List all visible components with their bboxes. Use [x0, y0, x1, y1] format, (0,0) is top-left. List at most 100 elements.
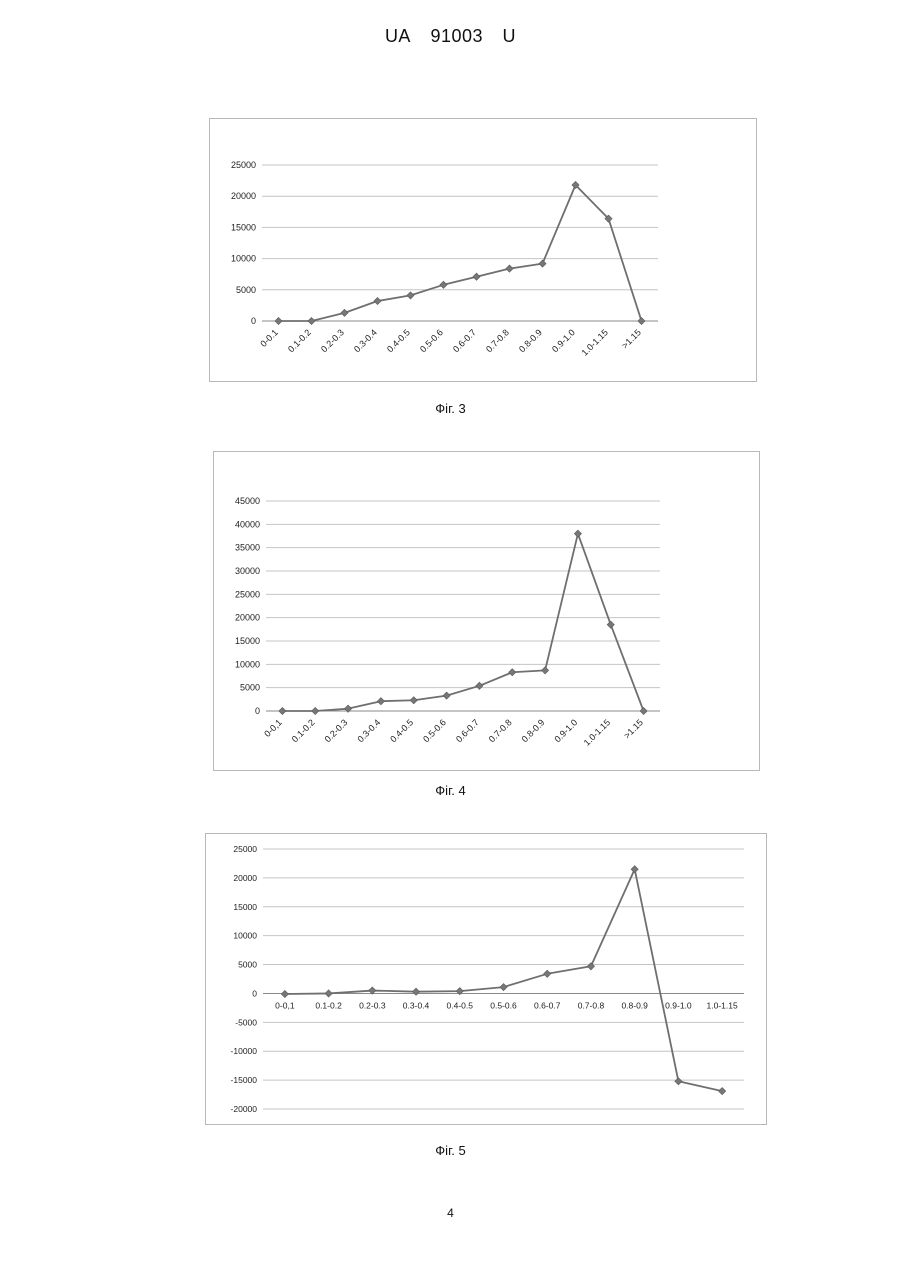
y-tick-label: 25000	[235, 589, 260, 599]
data-point-marker	[476, 682, 483, 689]
patent-header: UA 91003 U	[0, 26, 901, 47]
figure-4-caption: Фіг. 4	[0, 783, 901, 798]
x-tick-label: 1.0-1.15	[707, 1000, 738, 1010]
series-line	[279, 185, 642, 321]
data-point-marker	[377, 698, 384, 705]
x-tick-label: 0.4-0.5	[388, 717, 415, 744]
series-line	[282, 534, 643, 711]
x-tick-label: 0.1-0.2	[290, 717, 317, 744]
y-tick-label: 25000	[231, 160, 256, 170]
x-tick-label: 0.4-0.5	[385, 327, 412, 354]
x-tick-label: 0.7-0.8	[578, 1000, 605, 1010]
x-tick-label: 0-0.1	[258, 327, 280, 349]
data-point-marker	[544, 970, 551, 977]
y-tick-label: 20000	[231, 191, 256, 201]
y-tick-label: 0	[252, 988, 257, 998]
x-tick-label: 0.3-0.4	[355, 717, 382, 744]
x-tick-label: 1.0-1.15	[579, 327, 609, 357]
y-tick-label: -5000	[235, 1017, 257, 1027]
data-point-marker	[607, 621, 614, 628]
data-point-marker	[541, 667, 548, 674]
x-tick-label: 0.6-0.7	[534, 1000, 561, 1010]
x-tick-label: 0-0,1	[262, 717, 284, 739]
x-tick-label: 0.2-0.3	[319, 327, 346, 354]
y-tick-label: 5000	[240, 683, 260, 693]
x-tick-label: 0.5-0.6	[418, 327, 445, 354]
data-point-marker	[587, 963, 594, 970]
figure-5-plot: -20000 -15000 -10000 -5000 0 5000 10000 15000 20…	[206, 834, 766, 1124]
series-line	[285, 869, 722, 1091]
x-tick-label: 0.5-0.6	[421, 717, 448, 744]
y-tick-label: 10000	[235, 659, 260, 669]
x-tick-label: 0.7-0.8	[487, 717, 514, 744]
y-tick-label: 25000	[233, 844, 257, 854]
data-point-marker	[631, 866, 638, 873]
data-point-marker	[719, 1087, 726, 1094]
x-tick-label: 0.9-1.0	[550, 327, 577, 354]
x-tick-label: 0.2-0.3	[323, 717, 350, 744]
y-tick-label: 0	[251, 316, 256, 326]
data-point-marker	[509, 669, 516, 676]
data-point-marker	[412, 988, 419, 995]
data-point-marker	[410, 697, 417, 704]
data-point-marker	[407, 292, 414, 299]
figure-5-caption: Фіг. 5	[0, 1143, 901, 1158]
page-number: 4	[0, 1206, 901, 1220]
data-point-marker	[500, 983, 507, 990]
data-point-marker	[374, 297, 381, 304]
y-tick-label: 20000	[235, 613, 260, 623]
x-tick-label: 0.6-0.7	[451, 327, 478, 354]
x-tick-label: >1.15	[620, 327, 643, 350]
y-tick-label: 15000	[233, 902, 257, 912]
x-tick-label: 0.8-0.9	[621, 1000, 648, 1010]
x-tick-label: 0.1-0.2	[286, 327, 313, 354]
y-tick-label: 15000	[231, 222, 256, 232]
x-tick-label: >1.15	[622, 717, 645, 740]
data-point-marker	[473, 273, 480, 280]
y-tick-label: 0	[255, 706, 260, 716]
figure-3-caption: Фіг. 3	[0, 401, 901, 416]
figure-3-plot: 0 5000 10000 15000 20000 25000 0-0.1 0.1-0.20.2…	[210, 119, 756, 381]
header-doc-number: 91003	[430, 26, 483, 47]
data-point-marker	[281, 990, 288, 997]
y-tick-label: 20000	[233, 873, 257, 883]
data-point-marker	[640, 707, 647, 714]
data-point-marker	[539, 260, 546, 267]
x-tick-label: 0.9-1.0	[552, 717, 579, 744]
data-point-marker	[341, 309, 348, 316]
data-point-marker	[312, 707, 319, 714]
x-tick-label: 0.4-0.5	[447, 1000, 474, 1010]
data-point-marker	[506, 265, 513, 272]
y-tick-label: 40000	[235, 519, 260, 529]
x-tick-label: 0.8-0.9	[517, 327, 544, 354]
y-tick-label: 5000	[236, 285, 256, 295]
y-tick-label: 15000	[235, 636, 260, 646]
y-tick-label: -10000	[231, 1046, 258, 1056]
x-tick-label: 0.1-0.2	[315, 1000, 342, 1010]
data-point-marker	[279, 707, 286, 714]
y-tick-label: 45000	[235, 496, 260, 506]
data-point-marker	[325, 990, 332, 997]
x-tick-label: 0.3-0.4	[352, 327, 379, 354]
figure-4-chart: 0500010000150002000025000300003500040000…	[213, 451, 760, 771]
x-tick-label: 0.9-1.0	[665, 1000, 692, 1010]
header-doc-type: UA	[385, 26, 411, 47]
x-tick-label: 0.3-0.4	[403, 1000, 430, 1010]
data-point-marker	[638, 317, 645, 324]
data-point-marker	[440, 281, 447, 288]
figure-5-chart: -20000 -15000 -10000 -5000 0 5000 10000 15000 20…	[205, 833, 767, 1125]
y-tick-label: 10000	[233, 931, 257, 941]
x-tick-label: 0.8-0.9	[520, 717, 547, 744]
header-kind-code: U	[503, 26, 517, 47]
y-tick-label: -15000	[231, 1075, 258, 1085]
y-tick-label: 30000	[235, 566, 260, 576]
y-tick-label: -20000	[231, 1104, 258, 1114]
data-point-marker	[675, 1078, 682, 1085]
x-tick-label: 0-0,1	[275, 1000, 295, 1010]
x-tick-label: 0.7-0.8	[484, 327, 511, 354]
y-tick-label: 10000	[231, 254, 256, 264]
x-tick-label: 0.5-0.6	[490, 1000, 517, 1010]
y-tick-label: 5000	[238, 960, 257, 970]
data-point-marker	[275, 317, 282, 324]
x-tick-label: 0.6-0.7	[454, 717, 481, 744]
